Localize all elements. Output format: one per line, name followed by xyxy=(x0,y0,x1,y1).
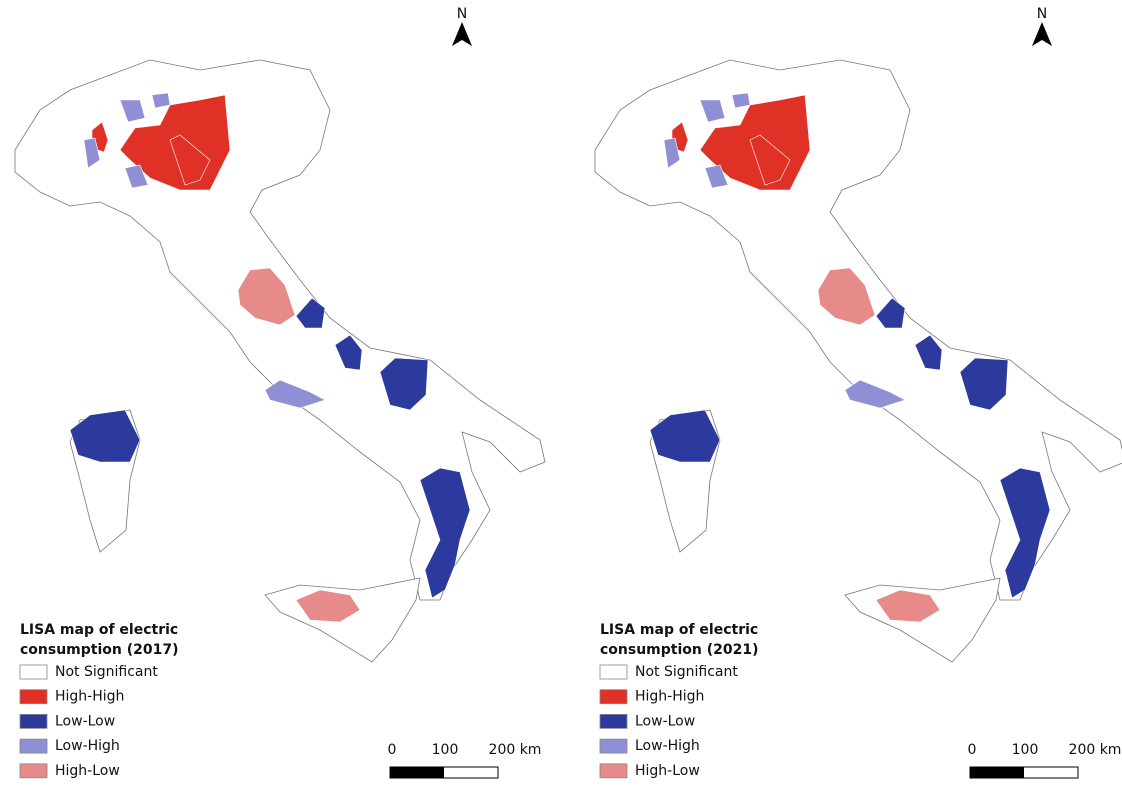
legend-swatch xyxy=(20,665,47,679)
legend-label: High-Low xyxy=(635,763,700,779)
legend-swatch xyxy=(20,739,47,753)
legend-swatch xyxy=(600,739,627,753)
north-arrow xyxy=(452,22,472,46)
legend-swatch xyxy=(600,690,627,704)
scale-label: 100 xyxy=(432,742,459,758)
scale-bar-fill xyxy=(970,767,1024,778)
legend-swatch xyxy=(600,764,627,778)
north-label: N xyxy=(1037,6,1047,22)
legend-label: Not Significant xyxy=(635,664,738,680)
legend-label: High-High xyxy=(635,689,704,705)
legend-title: LISA map of electric xyxy=(20,622,178,638)
map-panel: N LISA map of electric consumption (2017) N… xyxy=(15,6,545,779)
legend-swatch xyxy=(20,690,47,704)
legend-label: Not Significant xyxy=(55,664,158,680)
scale-label: 0 xyxy=(968,742,977,758)
scale-label: 100 xyxy=(1012,742,1039,758)
map-page: N LISA map of electric consumption (2017) N… xyxy=(0,0,1122,787)
legend-title: LISA map of electric xyxy=(600,622,758,638)
legend-swatch xyxy=(20,714,47,728)
scale-label: 200 km xyxy=(489,742,542,758)
scale-bar-fill xyxy=(390,767,444,778)
legend-swatch xyxy=(600,714,627,728)
north-arrow xyxy=(1032,22,1052,46)
scale-label: 200 km xyxy=(1069,742,1122,758)
legend-title: consumption (2021) xyxy=(600,642,759,658)
legend-label: High-High xyxy=(55,689,124,705)
legend-swatch xyxy=(600,665,627,679)
north-label: N xyxy=(457,6,467,22)
legend-swatch xyxy=(20,764,47,778)
legend-label: Low-Low xyxy=(635,713,695,729)
legend-label: High-Low xyxy=(55,763,120,779)
legend-title: consumption (2017) xyxy=(20,642,179,658)
map-panel: N LISA map of electric consumption (2021) N… xyxy=(595,6,1122,779)
scale-label: 0 xyxy=(388,742,397,758)
region xyxy=(732,93,750,108)
legend-label: Low-Low xyxy=(55,713,115,729)
region xyxy=(152,93,170,108)
legend-label: Low-High xyxy=(635,738,700,754)
legend-label: Low-High xyxy=(55,738,120,754)
